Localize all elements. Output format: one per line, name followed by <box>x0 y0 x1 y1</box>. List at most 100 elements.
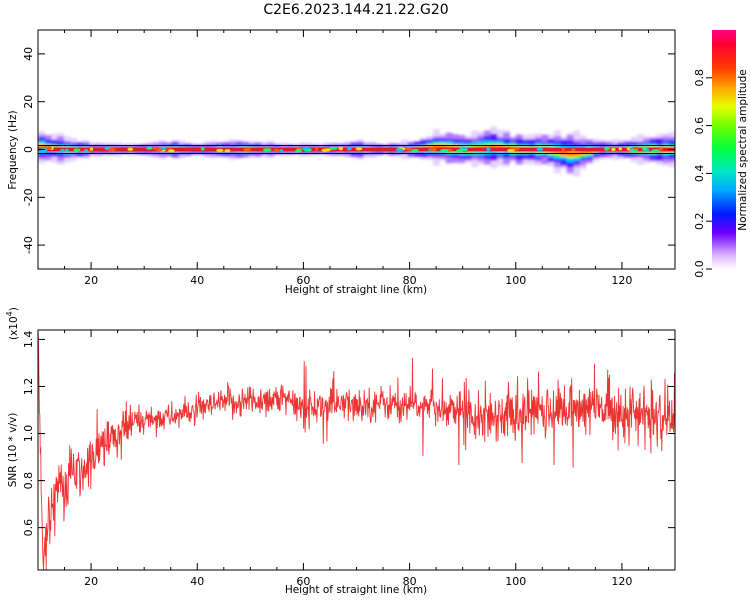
spectrogram-blob <box>645 148 650 152</box>
spectrogram-cell <box>553 149 561 154</box>
spectrogram-blob <box>301 147 311 151</box>
snr-panel: 20 40 60 80 100 120 1.4 1.2 1.0 0.8 0.6 Height of … <box>5 307 676 596</box>
snr-x-axis-label: Height of straight line (km) <box>285 584 427 596</box>
colorbar-tick-label: 0.8 <box>693 69 706 87</box>
spectrogram-blob <box>315 147 319 151</box>
colorbar-tick-label: 0.0 <box>693 260 706 278</box>
spectrogram-x-tick-label: 120 <box>611 274 632 287</box>
spectrogram-blob <box>224 149 231 153</box>
snr-ticks: 20 40 60 80 100 120 1.4 1.2 1.0 0.8 0.6 <box>22 330 676 588</box>
spectrogram-cell <box>579 150 587 155</box>
spectrogram-blob <box>127 147 134 151</box>
snr-y-tick-label: 0.6 <box>22 519 35 537</box>
spectrogram-blob <box>64 148 69 152</box>
spectrogram-blob <box>295 149 302 153</box>
spectrogram-blob <box>618 147 623 151</box>
snr-x-tick-label: 60 <box>296 575 310 588</box>
spectrogram-blob <box>571 148 576 152</box>
spectrogram-blob <box>395 148 404 152</box>
spectrogram-x-tick-label: 80 <box>403 274 417 287</box>
colorbar-tick-label: 0.6 <box>693 117 706 135</box>
spectrogram-blob <box>83 149 89 153</box>
spectrogram-blob <box>279 148 284 153</box>
spectrogram-blob <box>200 147 205 151</box>
exponent-close: ) <box>8 307 20 311</box>
spectrogram-x-tick-label: 60 <box>296 274 310 287</box>
colorbar: 0.0 0.2 0.4 0.6 0.8 Normalized spectral ampl… <box>693 30 749 278</box>
spectrogram-blob <box>168 149 175 153</box>
spectrogram-blob <box>152 146 158 150</box>
snr-y-axis-label: SNR (10 * v/v) <box>7 413 19 488</box>
spectrogram-blob <box>60 148 65 152</box>
exponent-power: 4 <box>5 311 14 316</box>
spectrogram-cell <box>432 145 440 150</box>
spectrogram-blob <box>507 148 515 152</box>
spectrogram-blob <box>486 147 491 151</box>
spectrogram-y-tick-label: -20 <box>22 188 35 206</box>
spectrogram-blob <box>262 148 272 152</box>
spectrogram-blob <box>243 147 252 152</box>
colorbar-ticks: 0.0 0.2 0.4 0.6 0.8 <box>693 69 712 278</box>
svg-text:(x104): (x104) <box>5 307 20 340</box>
spectrogram-plot-area <box>38 126 675 177</box>
spectrogram-cell <box>483 145 491 150</box>
colorbar-tick-label: 0.2 <box>693 212 706 230</box>
spectrogram-panel: 20 40 60 80 100 120 40 20 0 -20 -40 Height of stra… <box>7 29 676 296</box>
spectrogram-blob <box>651 149 660 153</box>
exponent-base: (x10 <box>8 316 20 340</box>
snr-series-line <box>38 330 675 570</box>
spectrogram-blob <box>323 148 331 152</box>
snr-y-tick-label: 1.0 <box>22 425 35 443</box>
snr-x-tick-label: 80 <box>403 575 417 588</box>
spectrogram-blob <box>632 146 640 150</box>
spectrogram-blob <box>629 147 633 151</box>
spectrogram-x-tick-label: 40 <box>190 274 204 287</box>
spectrogram-y-tick-label: 20 <box>22 95 35 109</box>
spectrogram-blob <box>456 149 463 153</box>
spectrogram-blob <box>536 147 544 151</box>
spectrogram-blob <box>156 148 163 152</box>
snr-x-tick-label: 40 <box>190 575 204 588</box>
spectrogram-y-tick-label: 40 <box>22 47 35 61</box>
spectrogram-y-axis-label: Frequency (Hz) <box>7 110 19 189</box>
spectrogram-energy <box>38 126 675 177</box>
spectrogram-blob <box>460 146 467 150</box>
spectrogram-x-tick-label: 100 <box>505 274 526 287</box>
snr-frame <box>37 329 676 571</box>
spectrogram-cell <box>38 145 45 150</box>
spectrogram-blob <box>440 148 449 153</box>
snr-y-tick-label: 1.2 <box>22 378 35 396</box>
snr-y-tick-label: 1.4 <box>22 331 35 349</box>
spectrogram-y-tick-label: 0 <box>22 146 35 153</box>
spectrogram-blob <box>104 146 109 150</box>
spectrogram-blob <box>146 146 153 150</box>
snr-x-tick-label: 120 <box>611 575 632 588</box>
spectrogram-blob <box>429 147 437 152</box>
spectrogram-y-tick-label: -40 <box>22 236 35 254</box>
spectrogram-blob <box>611 147 616 152</box>
page-title: C2E6.2023.144.21.22.G20 <box>263 2 448 18</box>
spectrogram-blob <box>273 148 280 152</box>
spectrogram-blob <box>73 148 81 152</box>
spectrogram-blob <box>216 148 224 152</box>
spectrogram-blob <box>89 147 94 151</box>
spectrogram-blob <box>561 147 565 152</box>
snr-plot-area <box>38 330 675 570</box>
snr-x-tick-label: 20 <box>84 575 98 588</box>
snr-exponent-label: (x104) <box>5 307 20 340</box>
spectrogram-blob <box>346 147 352 151</box>
spectrogram-blob <box>603 147 610 151</box>
spectrogram-x-tick-label: 20 <box>84 274 98 287</box>
spectrogram-blob <box>411 149 419 153</box>
spectrogram-cell <box>560 150 568 156</box>
spectrogram-blob <box>658 147 664 151</box>
colorbar-label: Normalized spectral amplitude <box>737 69 749 230</box>
spectrogram-blob <box>329 146 338 150</box>
spectrogram-blob <box>338 147 344 151</box>
colorbar-gradient <box>712 30 736 269</box>
spectrogram-blob <box>107 148 116 152</box>
spectrogram-blob <box>355 147 363 151</box>
colorbar-tick-label: 0.4 <box>693 165 706 183</box>
